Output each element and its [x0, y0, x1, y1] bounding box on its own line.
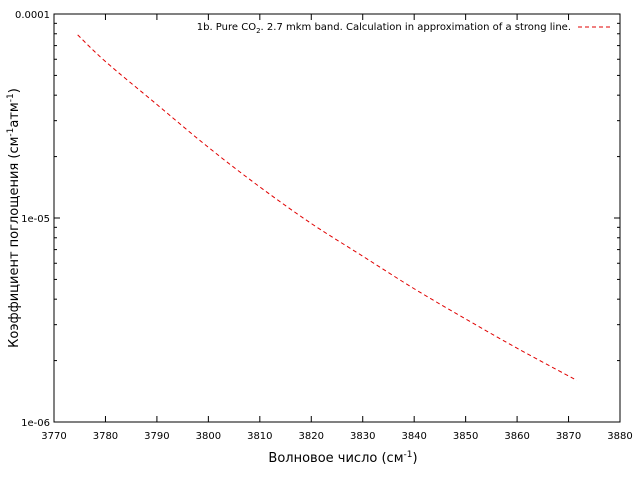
x-tick-label: 3780 — [93, 431, 118, 442]
legend-label-b: . 2.7 mkm band. Calculation in approxima… — [261, 22, 571, 33]
y-axis-title-part2: атм — [7, 102, 22, 127]
x-tick-label: 3850 — [453, 431, 478, 442]
legend-label: 1b. Pure CO2. 2.7 mkm band. Calculation … — [197, 22, 571, 35]
plot-frame — [53, 13, 621, 423]
y-tick-label: 1e-05 — [21, 214, 50, 225]
y-tick-label: 1e-06 — [21, 418, 50, 429]
y-axis-title-sup1: -1 — [6, 128, 16, 137]
legend-label-a: 1b. Pure CO — [197, 22, 256, 33]
x-axis-title-sup: -1 — [404, 450, 413, 460]
x-tick-label: 3820 — [299, 431, 324, 442]
x-tick-label: 3830 — [350, 431, 375, 442]
x-axis-ticks: 3770 3780 3790 3800 3810 3820 3830 3840 3850 3860… — [41, 14, 633, 442]
y-axis-ticks: 1e-06 1e-05 0.0001 — [15, 10, 620, 429]
x-tick-label: 3800 — [196, 431, 221, 442]
y-axis-title-part3: ) — [7, 88, 22, 93]
y-tick-label: 0.0001 — [15, 10, 50, 21]
y-axis-title-sup2: -1 — [6, 93, 16, 102]
y-axis-title-part1: Коэффициент поглощения (см — [7, 137, 22, 348]
x-tick-label: 3860 — [504, 431, 529, 442]
x-tick-label: 3840 — [401, 431, 426, 442]
x-tick-label: 3880 — [607, 431, 632, 442]
series-layer — [77, 34, 578, 381]
x-tick-label: 3870 — [556, 431, 581, 442]
y-axis-title: Коэффициент поглощения (см-1атм-1) — [6, 88, 22, 348]
series-line — [77, 34, 578, 381]
x-axis-title: Волновое число (см-1) — [268, 450, 417, 466]
legend-label-sub: 2 — [256, 27, 260, 35]
x-tick-label: 3790 — [144, 431, 169, 442]
x-axis-title-tail: ) — [412, 451, 417, 466]
x-tick-label: 3770 — [41, 431, 66, 442]
legend: 1b. Pure CO2. 2.7 mkm band. Calculation … — [197, 22, 612, 35]
x-axis-title-main: Волновое число (см — [268, 451, 403, 466]
x-tick-label: 3810 — [247, 431, 272, 442]
